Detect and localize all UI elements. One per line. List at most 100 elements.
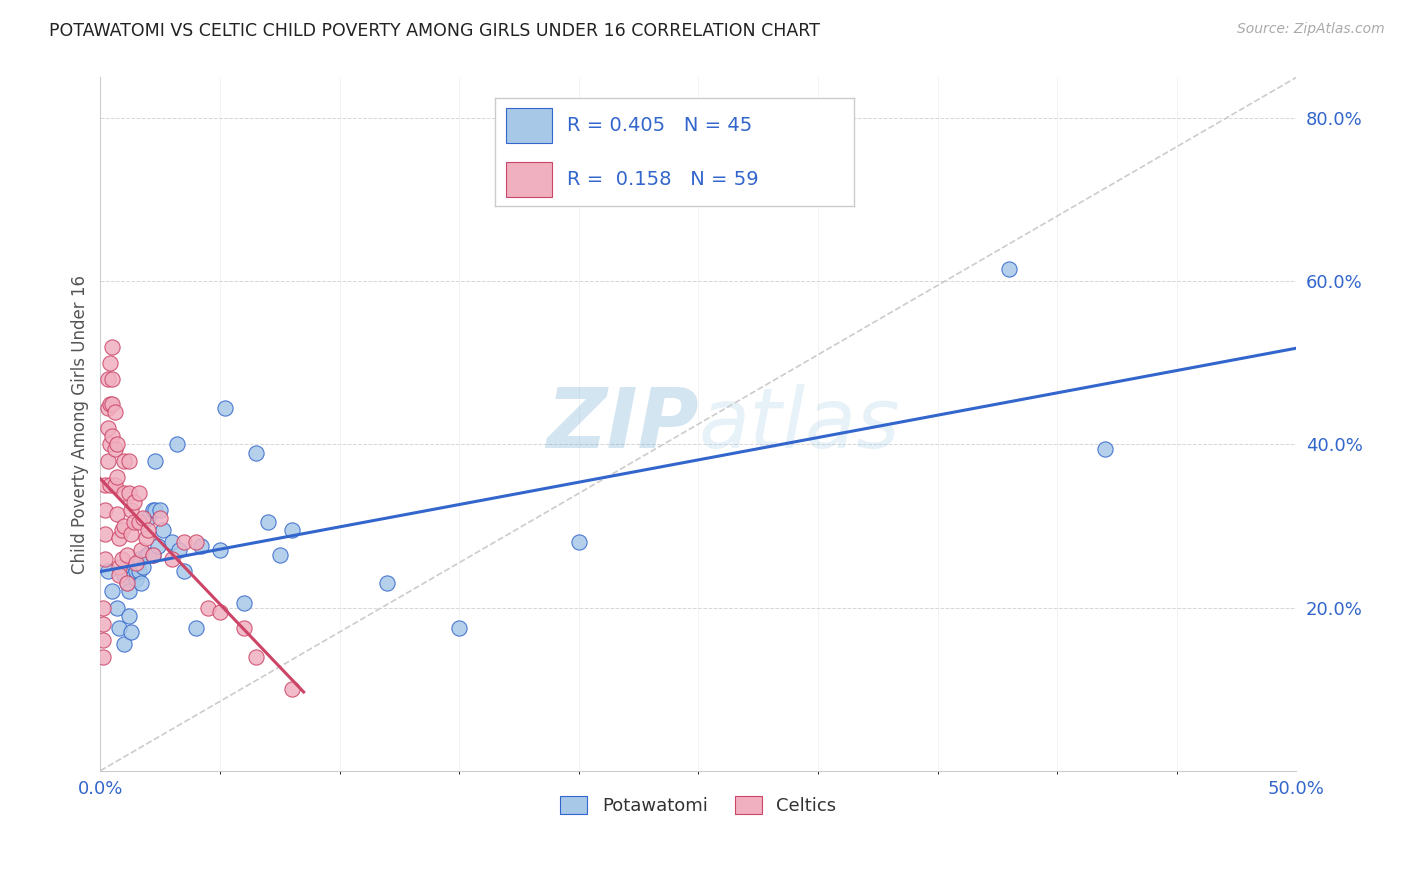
Point	[173, 564, 195, 578]
Point	[91, 633, 114, 648]
Point	[118, 454, 141, 468]
Point	[132, 511, 155, 525]
Point	[112, 637, 135, 651]
Point	[96, 564, 118, 578]
Point	[96, 401, 118, 415]
Point	[184, 621, 207, 635]
Point	[128, 515, 150, 529]
Point	[184, 535, 207, 549]
Point	[96, 372, 118, 386]
Point	[166, 437, 188, 451]
Point	[91, 600, 114, 615]
Point	[118, 608, 141, 623]
Point	[120, 527, 142, 541]
Point	[101, 397, 124, 411]
Point	[152, 523, 174, 537]
Point	[122, 515, 145, 529]
Point	[142, 548, 165, 562]
Point	[112, 486, 135, 500]
Point	[1094, 442, 1116, 456]
Point	[112, 568, 135, 582]
Point	[280, 523, 302, 537]
Point	[105, 600, 128, 615]
Point	[111, 523, 134, 537]
Point	[105, 470, 128, 484]
Point	[118, 584, 141, 599]
Point	[122, 568, 145, 582]
Point	[208, 605, 231, 619]
Point	[160, 535, 183, 549]
Point	[112, 454, 135, 468]
Point	[108, 531, 131, 545]
Point	[214, 401, 236, 415]
Point	[98, 397, 121, 411]
Point	[998, 262, 1021, 277]
Point	[101, 429, 124, 443]
Point	[104, 442, 127, 456]
Point	[128, 564, 150, 578]
Point	[118, 486, 141, 500]
Point	[115, 576, 138, 591]
Text: POTAWATOMI VS CELTIC CHILD POVERTY AMONG GIRLS UNDER 16 CORRELATION CHART: POTAWATOMI VS CELTIC CHILD POVERTY AMONG…	[49, 22, 820, 40]
Point	[377, 576, 399, 591]
Point	[160, 551, 183, 566]
Point	[94, 527, 117, 541]
Point	[142, 502, 165, 516]
Point	[135, 531, 157, 545]
Point	[104, 478, 127, 492]
Point	[101, 584, 124, 599]
Point	[120, 502, 142, 516]
Point	[129, 543, 152, 558]
Point	[190, 540, 212, 554]
Point	[98, 356, 121, 370]
Point	[108, 621, 131, 635]
Point	[208, 543, 231, 558]
Point	[112, 519, 135, 533]
Point	[232, 597, 254, 611]
Point	[280, 682, 302, 697]
Point	[111, 551, 134, 566]
Point	[120, 625, 142, 640]
Point	[108, 559, 131, 574]
Point	[105, 437, 128, 451]
Point	[101, 372, 124, 386]
Point	[146, 540, 169, 554]
Text: atlas: atlas	[699, 384, 900, 465]
Y-axis label: Child Poverty Among Girls Under 16: Child Poverty Among Girls Under 16	[72, 275, 89, 574]
Point	[135, 548, 157, 562]
Point	[449, 621, 471, 635]
Legend: Potawatomi, Celtics: Potawatomi, Celtics	[551, 787, 845, 824]
Point	[149, 511, 172, 525]
Point	[128, 551, 150, 566]
Point	[568, 535, 591, 549]
Point	[91, 649, 114, 664]
Point	[96, 454, 118, 468]
Point	[98, 478, 121, 492]
Point	[245, 445, 267, 459]
Point	[128, 486, 150, 500]
Point	[136, 523, 159, 537]
Point	[125, 556, 148, 570]
Point	[122, 494, 145, 508]
Point	[132, 559, 155, 574]
Point	[256, 515, 278, 529]
Point	[94, 502, 117, 516]
Point	[94, 551, 117, 566]
Point	[115, 548, 138, 562]
Point	[136, 511, 159, 525]
Point	[232, 621, 254, 635]
Point	[149, 502, 172, 516]
Text: ZIP: ZIP	[546, 384, 699, 465]
Point	[101, 340, 124, 354]
Point	[145, 454, 167, 468]
Point	[96, 421, 118, 435]
Point	[169, 543, 191, 558]
Point	[173, 535, 195, 549]
Point	[105, 507, 128, 521]
Point	[104, 405, 127, 419]
Point	[91, 616, 114, 631]
Point	[129, 576, 152, 591]
Point	[197, 600, 219, 615]
Point	[145, 502, 167, 516]
Point	[98, 437, 121, 451]
